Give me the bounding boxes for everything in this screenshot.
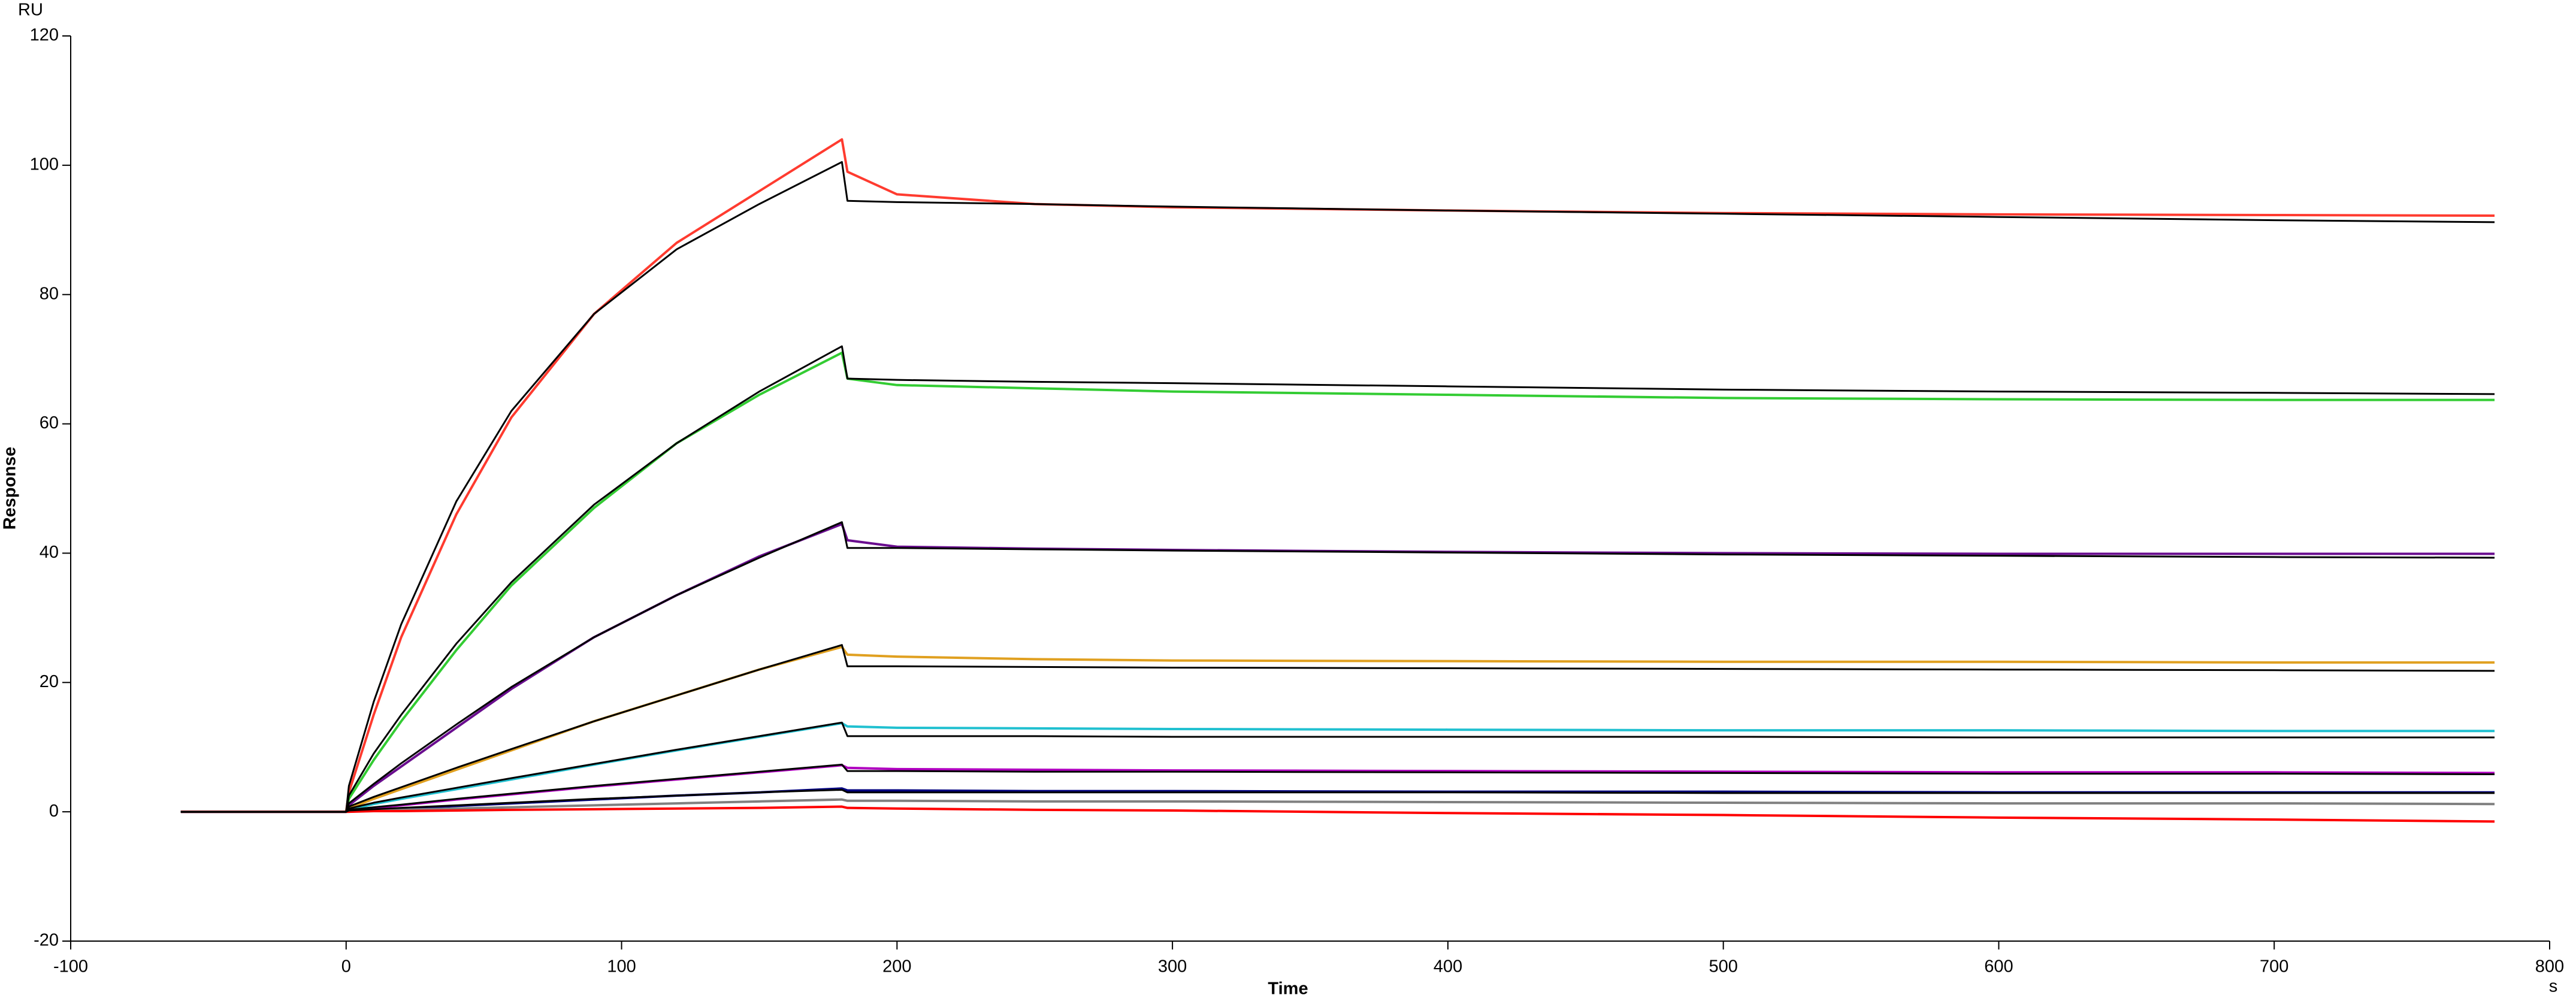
y-tick-label: 40 (40, 543, 59, 562)
x-tick-label: 0 (341, 957, 351, 976)
x-tick-label: -100 (53, 957, 88, 976)
x-tick-label: 400 (1434, 957, 1462, 976)
x-tick-label: 600 (1984, 957, 2013, 976)
y-tick-label: -20 (34, 931, 59, 950)
series-line (180, 351, 2495, 813)
x-tick-label: 700 (2260, 957, 2288, 976)
y-tick-label: 80 (40, 284, 59, 303)
x-tick-label: 500 (1709, 957, 1737, 976)
series-line (180, 763, 2495, 813)
x-axis-title: Time (1268, 979, 1308, 999)
x-tick-label: 200 (882, 957, 911, 976)
series-line (180, 788, 2495, 813)
y-tick-label: 120 (30, 26, 59, 45)
series-line (180, 721, 2495, 813)
series-line (180, 161, 2495, 813)
y-axis-title: Response (1, 447, 20, 530)
x-tick-label: 100 (607, 957, 636, 976)
y-tick-label: 100 (30, 155, 59, 174)
series-line (180, 644, 2495, 813)
series-line (180, 521, 2495, 813)
series-line (180, 645, 2495, 813)
x-tick-label: 300 (1158, 957, 1187, 976)
series-line (180, 345, 2495, 813)
y-tick-label: 0 (49, 802, 59, 821)
x-unit: s (2549, 977, 2558, 996)
y-unit: RU (18, 1, 43, 20)
series-line (180, 805, 2495, 823)
x-tick-label: 800 (2535, 957, 2564, 976)
y-tick-label: 60 (40, 413, 59, 433)
y-tick-label: 20 (40, 672, 59, 691)
